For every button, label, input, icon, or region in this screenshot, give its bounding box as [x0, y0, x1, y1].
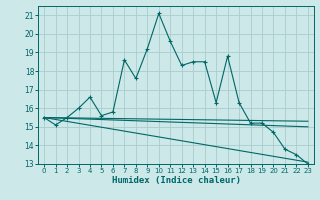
X-axis label: Humidex (Indice chaleur): Humidex (Indice chaleur) [111, 176, 241, 185]
